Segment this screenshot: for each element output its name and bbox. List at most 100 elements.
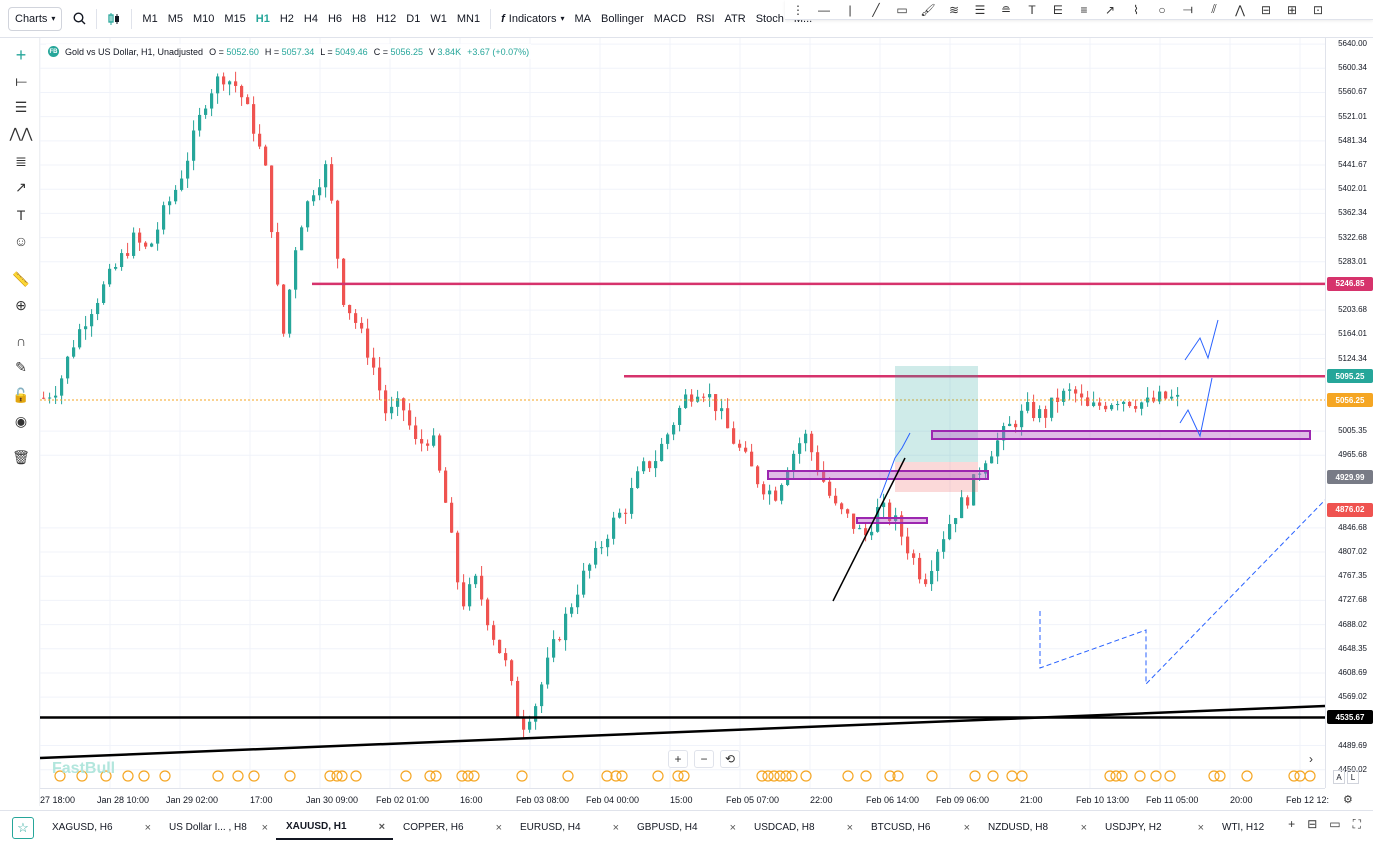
drag-handle-icon[interactable]: ⋮ (792, 2, 804, 17)
timeframe-h1[interactable]: H1 (255, 12, 270, 25)
pattern-tool-icon[interactable]: ⋀⋀ (9, 124, 33, 141)
symbol-tab[interactable]: GBPUSD, H4 × (627, 816, 744, 840)
symbol-tab[interactable]: WTI, H12 (1212, 816, 1329, 840)
price-label: 4965.68 (1338, 450, 1367, 460)
layout-icon[interactable]: ⊟ (1307, 817, 1318, 831)
ruler-icon[interactable]: 📏 (12, 270, 30, 287)
wave-icon[interactable]: ⋀ (1235, 2, 1245, 17)
lock-drawing-icon[interactable]: ✎ (15, 358, 27, 375)
legend-title[interactable]: Gold vs US Dollar, H1, Unadjusted (65, 46, 204, 57)
gear-icon[interactable]: ⚙ (1343, 794, 1353, 806)
close-icon[interactable]: × (144, 821, 151, 834)
eye-icon[interactable]: ◉ (14, 412, 28, 429)
event-marker-icon (987, 770, 999, 782)
timeframe-m1[interactable]: M1 (142, 12, 158, 25)
fullscreen-icon[interactable]: ⛶ (1352, 817, 1361, 831)
indicators-button[interactable]: f Indicators ▾ (496, 6, 569, 32)
circle-icon[interactable]: ○ (1158, 2, 1166, 17)
trend-tool-icon[interactable]: ↗ (15, 178, 27, 195)
prediction-tool-icon[interactable]: ≣ (15, 152, 27, 169)
fib-retracement-icon[interactable]: ☰ (974, 2, 986, 17)
zoom-in-icon[interactable]: + (668, 750, 688, 768)
indicator-shortcut[interactable]: Stoch (755, 12, 784, 25)
indicator-shortcut[interactable]: MA (574, 12, 591, 25)
close-icon[interactable]: × (495, 821, 502, 834)
arrow-icon[interactable]: ↗ (1104, 2, 1116, 17)
rectangle-icon[interactable]: ▭ (896, 2, 908, 17)
add-tab-icon[interactable]: + (1288, 817, 1296, 831)
ray-icon[interactable]: ⟞ (1183, 2, 1193, 16)
symbol-tab[interactable]: USDCAD, H8 × (744, 816, 861, 840)
symbol-tab[interactable]: US Dollar I... , H8 × (159, 816, 276, 840)
vertical-line-icon[interactable]: | (848, 2, 852, 17)
sticker-icon[interactable]: ☺ (13, 233, 29, 249)
timeframe-h4[interactable]: H4 (303, 12, 318, 25)
parallel-icon[interactable]: ≡ (1080, 2, 1088, 17)
timeframe-mn1[interactable]: MN1 (456, 12, 481, 25)
symbol-tab[interactable]: NZDUSD, H8 × (978, 816, 1095, 840)
fib-fan-icon[interactable]: ≘ (1000, 2, 1012, 17)
symbol-tab[interactable]: XAUUSD, H1 × (276, 816, 393, 840)
close-icon[interactable]: × (1197, 821, 1204, 834)
charts-dropdown[interactable]: Charts ▾ (8, 6, 63, 31)
log-scale-icon[interactable]: L (1347, 770, 1359, 784)
trend-line-icon[interactable]: ╱ (872, 2, 880, 17)
chart-area[interactable] (39, 38, 1326, 788)
symbol-tab[interactable]: XAGUSD, H6 × (42, 816, 159, 840)
zoom-out-icon[interactable]: − (694, 750, 714, 768)
symbol-tab[interactable]: BTCUSD, H6 × (861, 816, 978, 840)
timeframe-d1[interactable]: D1 (406, 12, 421, 25)
timeframe-h8[interactable]: H8 (352, 12, 367, 25)
text-tool-icon[interactable]: T (16, 207, 26, 223)
timeframe-h2[interactable]: H2 (279, 12, 294, 25)
indicator-shortcut[interactable]: Bollinger (600, 12, 644, 25)
symbol-tab[interactable]: EURUSD, H4 × (510, 816, 627, 840)
short-position-icon[interactable]: ⊞ (1286, 2, 1298, 17)
slash-icon[interactable]: ⫽ (1211, 2, 1217, 16)
channel-icon[interactable]: ≋ (948, 2, 960, 17)
event-marker-icon (786, 770, 798, 782)
auto-scale-icon[interactable]: A (1333, 770, 1345, 784)
timeframe-w1[interactable]: W1 (430, 12, 447, 25)
timeframe-m5[interactable]: M5 (167, 12, 183, 25)
lock-icon[interactable]: 🔓 (12, 386, 30, 403)
time-axis[interactable]: 27 18:00 Jan 28 10:00 Jan 29 02:00 17:00 Jan… (40, 788, 1329, 810)
timeframe-m10[interactable]: M10 (192, 12, 215, 25)
indicator-shortcut[interactable]: MACD (653, 12, 687, 25)
brush-icon[interactable]: 🖌 (920, 2, 936, 17)
close-icon[interactable]: × (963, 821, 970, 834)
pitchfork-icon[interactable]: ⋿ (1052, 2, 1064, 17)
indicator-shortcut[interactable]: RSI (696, 12, 715, 25)
price-range-icon[interactable]: ⊡ (1312, 2, 1324, 17)
trash-icon[interactable]: 🗑 (12, 448, 30, 465)
chart-type-button[interactable] (102, 6, 126, 32)
close-icon[interactable]: × (261, 821, 268, 834)
zoom-in-icon[interactable]: ⊕ (15, 296, 27, 313)
close-icon[interactable]: × (1080, 821, 1087, 834)
magnet-icon[interactable]: ∩ (15, 333, 27, 349)
timeframe-m15[interactable]: M15 (224, 12, 246, 25)
search-button[interactable] (68, 6, 91, 32)
window-icon[interactable]: ▭ (1329, 817, 1341, 831)
indicator-shortcut[interactable]: ATR (724, 12, 746, 25)
close-icon[interactable]: × (729, 821, 736, 834)
scroll-right-icon[interactable]: › (1309, 752, 1313, 766)
crosshair-icon[interactable]: + (15, 44, 27, 65)
price-chart[interactable] (39, 38, 1326, 788)
text-icon[interactable]: T (1028, 2, 1036, 17)
fib-tool-icon[interactable]: ☰ (14, 98, 28, 115)
close-icon[interactable]: × (612, 821, 619, 834)
price-axis[interactable]: 5640.00 5600.34 5560.67 5521.01 5481.34 5441.… (1325, 38, 1373, 788)
close-icon[interactable]: × (846, 821, 853, 834)
horizontal-line-icon[interactable]: — (818, 2, 830, 17)
timeframe-h6[interactable]: H6 (327, 12, 343, 25)
symbol-tab[interactable]: COPPER, H6 × (393, 816, 510, 840)
path-icon[interactable]: ⌇ (1133, 2, 1139, 17)
symbol-tab[interactable]: USDJPY, H2 × (1095, 816, 1212, 840)
reset-icon[interactable]: ⟲ (720, 750, 740, 768)
close-icon[interactable]: × (378, 820, 385, 833)
horizontal-line-tool-icon[interactable]: ⟝ (15, 72, 27, 89)
star-icon[interactable]: ☆ (12, 816, 34, 839)
long-position-icon[interactable]: ⊟ (1260, 2, 1272, 17)
timeframe-h12[interactable]: H12 (376, 12, 397, 25)
